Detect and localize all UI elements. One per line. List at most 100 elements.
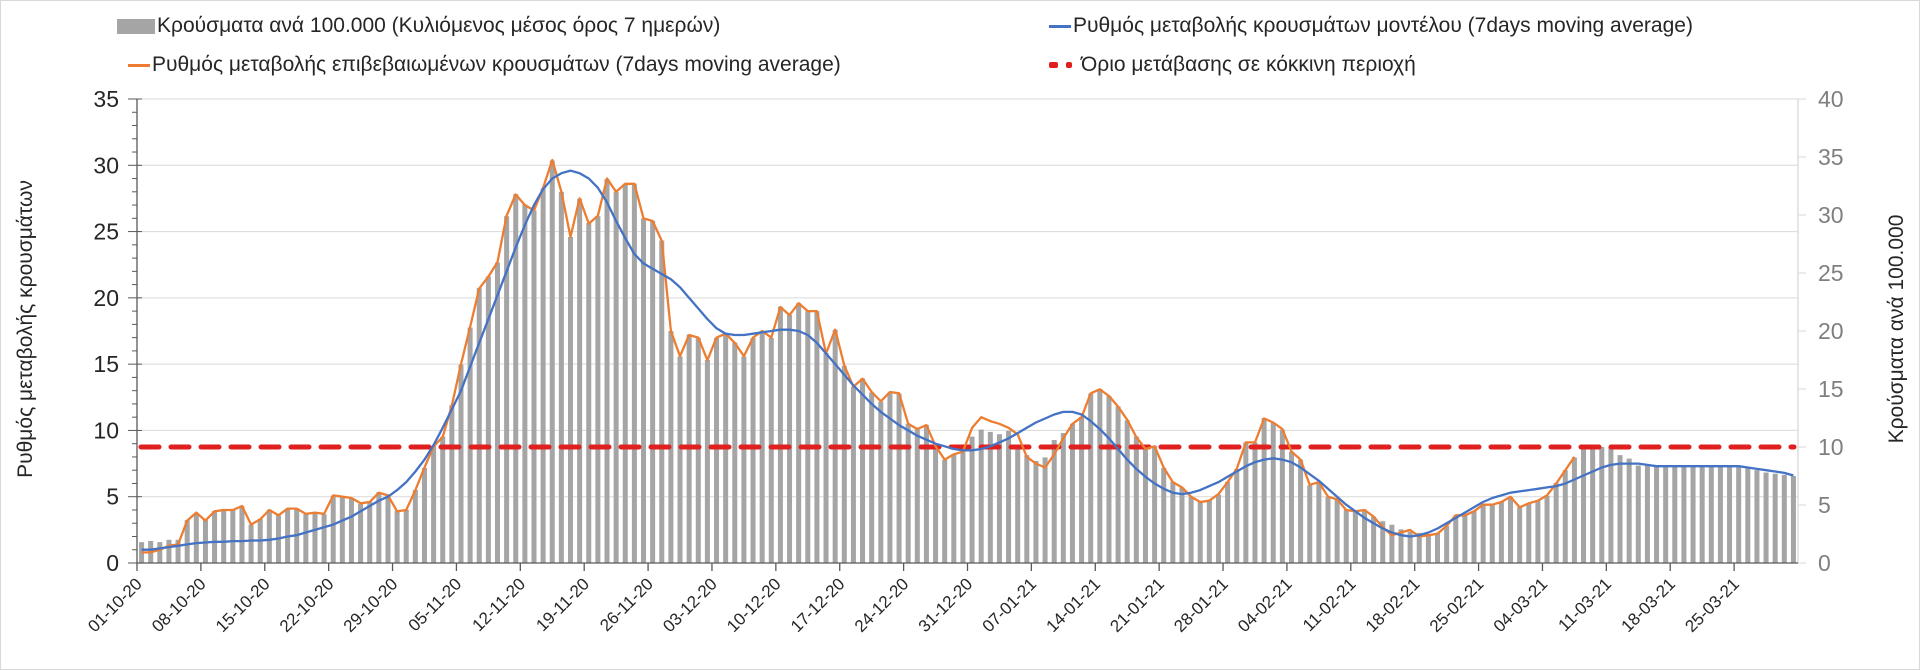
y-right-tick-label: 5 [1818, 492, 1831, 518]
y-left-tick-label: 15 [93, 351, 119, 377]
bar [1471, 510, 1477, 563]
bar [1060, 433, 1066, 563]
legend-label-confirmed: Ρυθμός μεταβολής επιβεβαιωμένων κρουσμάτ… [152, 53, 841, 76]
bar [303, 514, 309, 563]
axes [128, 98, 1806, 571]
bar [1544, 495, 1550, 563]
bar [978, 429, 984, 563]
bar [1790, 476, 1796, 563]
bar [1508, 496, 1514, 563]
y-left-tick-label: 0 [106, 550, 119, 576]
bar [1243, 442, 1249, 563]
bar [1170, 481, 1176, 563]
legend-bar-swatch [117, 18, 155, 34]
bar [1124, 420, 1130, 563]
legend-model-swatch [1049, 24, 1071, 28]
bar [1307, 485, 1313, 563]
bar [987, 431, 993, 563]
x-tick-label: 18-02-21 [1362, 574, 1424, 636]
bar [494, 262, 501, 563]
bar [476, 288, 482, 563]
bar [1425, 534, 1431, 563]
bar [1617, 455, 1623, 563]
bar [860, 378, 866, 563]
bar [878, 401, 884, 563]
legend-item-confirmed: Ρυθμός μεταβολής επιβεβαιωμένων κρουσμάτ… [128, 53, 841, 77]
bar [923, 424, 929, 563]
y-left-tick-label: 35 [93, 86, 119, 112]
bar [1453, 515, 1459, 563]
bar [1152, 445, 1158, 563]
bar [650, 220, 656, 564]
bar [960, 451, 966, 563]
bar [1215, 494, 1221, 563]
bar [595, 216, 601, 563]
bar [1745, 467, 1751, 563]
bar [531, 210, 537, 564]
bar [513, 194, 519, 563]
bar [1444, 525, 1450, 563]
bar [768, 337, 774, 563]
bar [1024, 455, 1030, 563]
bar [1179, 487, 1185, 563]
x-tick-label: 14-01-21 [1043, 574, 1105, 636]
x-tick-label: 21-01-21 [1106, 574, 1168, 636]
bar [796, 303, 802, 563]
bar [266, 509, 272, 563]
bar [1033, 460, 1039, 563]
legend-item-threshold: Όριο μετάβασης σε κόκκινη περιοχή [1049, 53, 1416, 77]
bar [604, 179, 610, 564]
bar [850, 386, 856, 563]
bar [248, 524, 254, 563]
bar [1334, 499, 1340, 563]
x-tick-label: 19-11-20 [532, 574, 593, 635]
bar [695, 337, 701, 563]
bar [449, 405, 455, 563]
bar [440, 436, 446, 563]
bar [942, 459, 948, 563]
y-left-tick-label: 20 [93, 285, 119, 311]
bar [458, 364, 464, 563]
x-tick-label: 11-02-21 [1299, 574, 1360, 635]
bar [1197, 501, 1203, 563]
bar [677, 356, 683, 563]
bar [1133, 436, 1139, 563]
bar [504, 216, 510, 563]
bar [1517, 507, 1523, 563]
bar [230, 509, 236, 563]
bar [1699, 466, 1705, 563]
bar [1434, 532, 1441, 563]
bar [394, 510, 400, 563]
x-tick-label: 15-10-20 [212, 574, 274, 636]
y-left-tick-label: 30 [93, 152, 119, 178]
bar [951, 453, 957, 563]
legend-item-model: Ρυθμός μεταβολής κρουσμάτων μοντέλου (7d… [1049, 14, 1693, 38]
legend-label-threshold: Όριο μετάβασης σε κόκκινη περιοχή [1081, 53, 1416, 76]
y-right-tick-label: 20 [1818, 318, 1844, 344]
legend-confirmed-swatch [128, 63, 150, 67]
bar [1088, 393, 1094, 563]
legend-label-model: Ρυθμός μεταβολής κρουσμάτων μοντέλου (7d… [1073, 14, 1693, 37]
bar [1371, 516, 1377, 563]
bar [631, 183, 637, 563]
x-tick-label: 01-10-20 [84, 574, 146, 636]
bar [777, 306, 783, 563]
x-tick-label: 31-12-20 [915, 574, 977, 636]
bar [1462, 515, 1468, 563]
x-tick-label: 17-12-20 [787, 574, 849, 636]
bar [558, 191, 564, 564]
bar [339, 496, 345, 563]
bar [1526, 503, 1532, 563]
bar [1626, 458, 1632, 563]
bar [567, 237, 574, 564]
bar [549, 160, 555, 564]
bar [914, 429, 920, 563]
bar [613, 191, 619, 564]
bar [193, 513, 199, 563]
bar [1325, 496, 1331, 563]
bar [1051, 440, 1057, 563]
y-right-tick-label: 40 [1818, 86, 1844, 112]
bar [431, 445, 437, 563]
bar [732, 342, 738, 563]
bar [367, 501, 373, 563]
